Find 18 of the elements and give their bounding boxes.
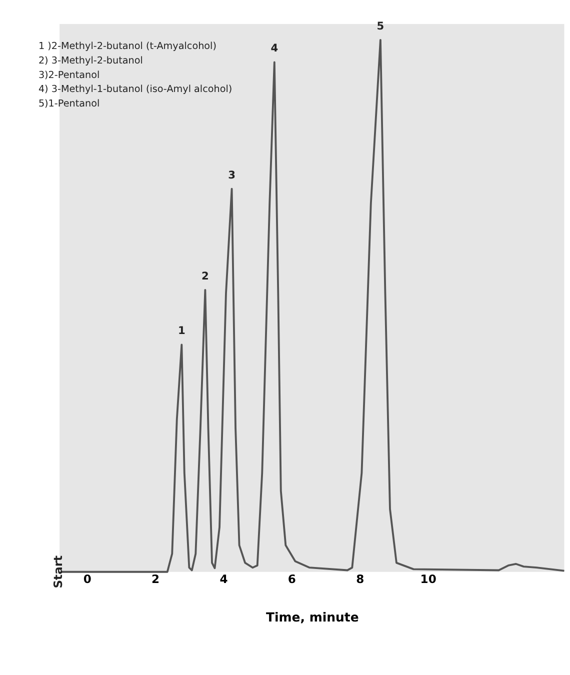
- x-tick-label: 6: [288, 572, 296, 586]
- annotation: 1: [178, 325, 186, 338]
- annotation: 2: [202, 270, 209, 282]
- annotation: 3)2-Pentanol: [38, 70, 100, 81]
- annotation: 3: [228, 169, 236, 182]
- annotation: 5)1-Pentanol: [38, 98, 100, 110]
- annotation: 5: [376, 20, 384, 32]
- x-tick-label: 0: [83, 572, 92, 586]
- annotation: 1 )2-Methyl-2-butanol (t-Amyalcohol): [38, 40, 216, 52]
- x-axis-title: Time, minute: [266, 609, 359, 624]
- annotation: 4) 3-Methyl-1-butanol (iso-Amyl alcohol): [38, 84, 232, 96]
- annotation: Start: [50, 554, 65, 588]
- annotation: 2) 3-Methyl-2-butanol: [38, 55, 143, 66]
- x-tick-label: 8: [356, 572, 364, 586]
- x-tick-label: 4: [220, 572, 228, 586]
- x-tick-label: 2: [152, 572, 160, 586]
- x-tick-label: 10: [420, 572, 436, 586]
- annotation: 4: [270, 42, 278, 55]
